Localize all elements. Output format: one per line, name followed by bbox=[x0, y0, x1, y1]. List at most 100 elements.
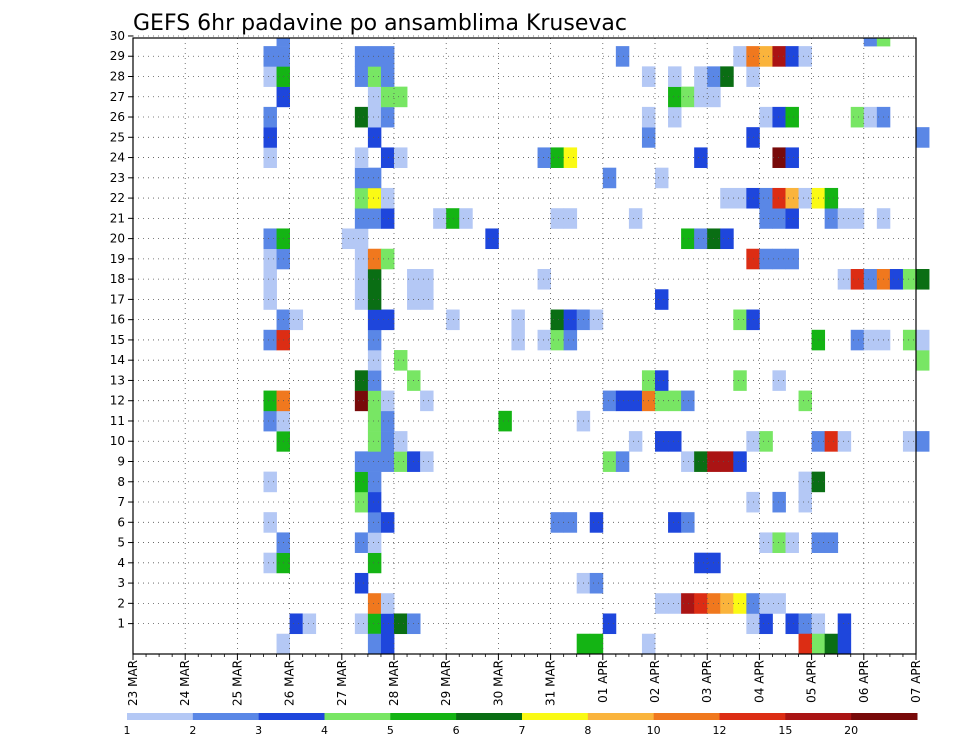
heatmap-cell bbox=[367, 370, 382, 391]
heatmap-cell bbox=[916, 269, 930, 290]
colorbar-label: 7 bbox=[519, 724, 526, 737]
heatmap-cell bbox=[785, 106, 799, 128]
heatmap-cell bbox=[263, 248, 277, 270]
heatmap-cell bbox=[837, 431, 852, 452]
x-tick-label: 26 MAR bbox=[283, 660, 297, 706]
colorbar-label: 5 bbox=[387, 724, 394, 737]
heatmap-cell bbox=[263, 329, 277, 351]
heatmap-cell bbox=[367, 46, 382, 67]
heatmap-cell bbox=[380, 309, 395, 331]
x-tick-label: 03 APR bbox=[700, 660, 714, 703]
heatmap-cell bbox=[681, 512, 695, 533]
heatmap-cell bbox=[367, 633, 382, 655]
heatmap-cell bbox=[380, 66, 395, 87]
heatmap-cell bbox=[602, 167, 617, 189]
y-tick-label: 12 bbox=[110, 394, 125, 408]
heatmap-cell bbox=[276, 633, 290, 655]
heatmap-cell bbox=[367, 512, 382, 533]
y-tick-label: 13 bbox=[110, 373, 125, 387]
heatmap-cell bbox=[367, 390, 382, 412]
heatmap-cell bbox=[824, 187, 839, 209]
heatmap-cell bbox=[263, 471, 277, 493]
heatmap-cell bbox=[446, 309, 460, 331]
heatmap-cell bbox=[367, 289, 382, 310]
colorbar-swatch bbox=[719, 713, 786, 720]
heatmap-cell bbox=[380, 248, 395, 270]
x-tick-label: 04 APR bbox=[752, 660, 766, 703]
heatmap-cell bbox=[354, 46, 369, 67]
y-tick-label: 23 bbox=[110, 171, 125, 185]
heatmap-cell bbox=[394, 451, 408, 472]
heatmap-cell bbox=[668, 431, 682, 452]
heatmap-cell bbox=[367, 66, 382, 87]
heatmap-cell bbox=[367, 410, 382, 432]
heatmap-cell bbox=[772, 208, 786, 229]
heatmap-cell bbox=[589, 512, 604, 533]
heatmap-cell bbox=[785, 187, 799, 209]
colorbar-swatch bbox=[851, 713, 918, 720]
heatmap-cell bbox=[772, 593, 786, 614]
heatmap-cell bbox=[798, 613, 812, 635]
heatmap-cell bbox=[733, 593, 747, 614]
heatmap-cell bbox=[916, 350, 930, 371]
colorbar-label: 2 bbox=[189, 724, 196, 737]
heatmap-cell bbox=[668, 593, 682, 614]
heatmap-cell bbox=[759, 187, 773, 209]
heatmap-cell bbox=[380, 512, 395, 533]
heatmap-cell bbox=[263, 410, 277, 432]
heatmap-cell bbox=[772, 491, 786, 513]
y-tick-label: 5 bbox=[117, 536, 125, 550]
heatmap-cell bbox=[380, 46, 395, 67]
heatmap-cell bbox=[694, 593, 708, 614]
heatmap-cell bbox=[394, 350, 408, 371]
heatmap-cell bbox=[902, 269, 917, 290]
heatmap-cell bbox=[811, 633, 826, 655]
heatmap-cell bbox=[824, 633, 839, 655]
heatmap-cell bbox=[681, 228, 695, 250]
heatmap-cell bbox=[798, 390, 812, 412]
heatmap-cell bbox=[263, 512, 277, 533]
heatmap-cell bbox=[354, 228, 369, 250]
heatmap-cell bbox=[367, 248, 382, 270]
colorbar-swatch bbox=[587, 713, 655, 720]
x-tick-label: 31 MAR bbox=[544, 660, 558, 706]
colorbar-swatch bbox=[390, 713, 457, 720]
chart-title: GEFS 6hr padavine po ansamblima Krusevac bbox=[133, 11, 627, 36]
x-tick-label: 25 MAR bbox=[230, 660, 244, 706]
heatmap-cell bbox=[876, 38, 891, 47]
heatmap-cell bbox=[602, 451, 617, 472]
colorbar-swatch bbox=[653, 713, 720, 720]
heatmap-cell bbox=[772, 248, 786, 270]
heatmap-cell bbox=[420, 269, 434, 290]
heatmap-cell bbox=[694, 552, 708, 574]
heatmap-cell bbox=[733, 46, 747, 67]
x-axis: 23 MAR 24 MAR 25 MAR 26 MAR 27 MAR 28 MAR 29 M… bbox=[126, 654, 923, 706]
heatmap-cell bbox=[354, 187, 369, 209]
y-tick-label: 27 bbox=[110, 90, 125, 104]
heatmap-cell bbox=[733, 370, 747, 391]
colorbar-swatch bbox=[324, 713, 391, 720]
gridlines bbox=[132, 35, 917, 654]
heatmap-cell bbox=[889, 269, 904, 290]
heatmap-cell bbox=[850, 269, 865, 290]
heatmap-cell bbox=[668, 390, 682, 412]
heatmap-cell bbox=[824, 532, 839, 553]
x-tick-label: 07 APR bbox=[909, 660, 923, 703]
heatmap-cell bbox=[354, 370, 369, 391]
heatmap-cell bbox=[628, 208, 643, 229]
heatmap-cell bbox=[759, 593, 773, 614]
heatmap-cell bbox=[720, 66, 734, 87]
heatmap-cell bbox=[354, 106, 369, 128]
heatmap-cell bbox=[759, 613, 773, 635]
heatmap-cell bbox=[367, 613, 382, 635]
heatmap-cell bbox=[681, 86, 695, 108]
heatmap-cell bbox=[367, 350, 382, 371]
colorbar-label: 12 bbox=[713, 724, 727, 737]
heatmap-cell bbox=[759, 532, 773, 553]
heatmap-cell bbox=[380, 613, 395, 635]
heatmap-cell bbox=[380, 106, 395, 128]
colorbar-swatch bbox=[456, 713, 523, 720]
y-tick-label: 29 bbox=[110, 49, 125, 63]
heatmap-cell bbox=[863, 329, 878, 351]
heatmap-cell bbox=[668, 512, 682, 533]
